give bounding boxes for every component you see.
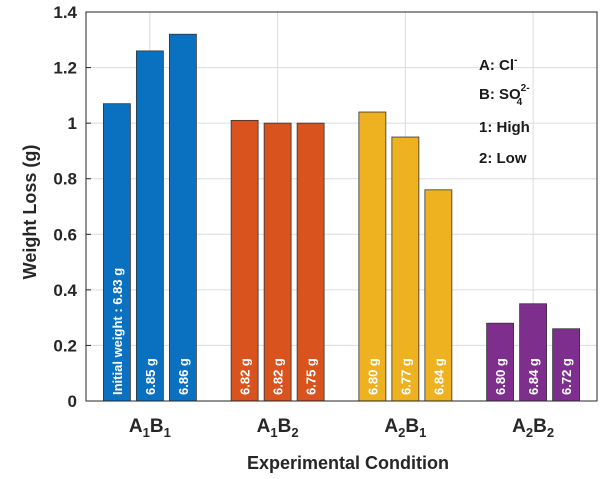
bar-value-label: 6.82 g (238, 358, 253, 395)
plot-area-frame (85, 11, 598, 402)
bar-value-label: 6.82 g (271, 358, 286, 395)
y-axis-ticks: 0 0.2 0.4 0.6 0.8 1 1.2 1.4 (53, 3, 91, 411)
bar (135, 50, 164, 402)
category-label: A1B1 (129, 416, 171, 440)
legend-item: 2: Low (479, 150, 527, 167)
bar-value-label: 6.72 g (559, 358, 574, 395)
category-label: A2B1 (384, 416, 426, 440)
y-tick-label: 1 (68, 114, 77, 133)
legend-item: A: Cl- (479, 55, 517, 74)
y-tick-label: 1.2 (53, 59, 77, 78)
legend-item: 1: High (479, 119, 530, 136)
y-tick-label: 0.4 (53, 281, 77, 300)
y-tick-label: 0.6 (53, 225, 77, 244)
category-label: A2B2 (512, 416, 554, 440)
legend: A: Cl- B: SO2-4 1: High 2: Low (479, 55, 530, 167)
y-tick-label: 0.2 (53, 336, 77, 355)
bar-value-label: Initial weight : 6.83 g (110, 268, 125, 395)
y-axis-label: Weight Loss (g) (20, 145, 40, 280)
bar (230, 119, 259, 402)
bar (486, 322, 515, 402)
bar (391, 136, 420, 402)
bar (424, 189, 453, 402)
bar-value-label: 6.86 g (176, 358, 191, 395)
bar-value-label: 6.75 g (304, 358, 319, 395)
bar (519, 303, 548, 402)
bar-value-label: 6.84 g (526, 358, 541, 395)
category-label: A1B2 (257, 416, 299, 440)
x-axis-categories: A1B1 A1B2 A2B1 A2B2 (129, 416, 554, 440)
bar-value-label: 6.77 g (398, 358, 413, 395)
y-tick-label: 0.8 (53, 170, 77, 189)
bar (102, 103, 131, 402)
bars: Initial weight : 6.83 g 6.85 g 6.86 g 6.82 … (102, 33, 581, 402)
bar-value-label: 6.80 g (365, 358, 380, 395)
bar (296, 122, 325, 402)
bar-value-label: 6.84 g (431, 358, 446, 395)
x-axis-label: Experimental Condition (247, 453, 449, 473)
bar-value-label: 6.85 g (143, 358, 158, 395)
bar (168, 33, 197, 402)
bar (263, 122, 292, 402)
bar (358, 111, 387, 402)
legend-item: B: SO2-4 (479, 83, 530, 108)
y-tick-label: 0 (68, 392, 77, 411)
y-tick-label: 1.4 (53, 3, 77, 22)
bar (552, 328, 581, 402)
bar-value-label: 6.80 g (493, 358, 508, 395)
